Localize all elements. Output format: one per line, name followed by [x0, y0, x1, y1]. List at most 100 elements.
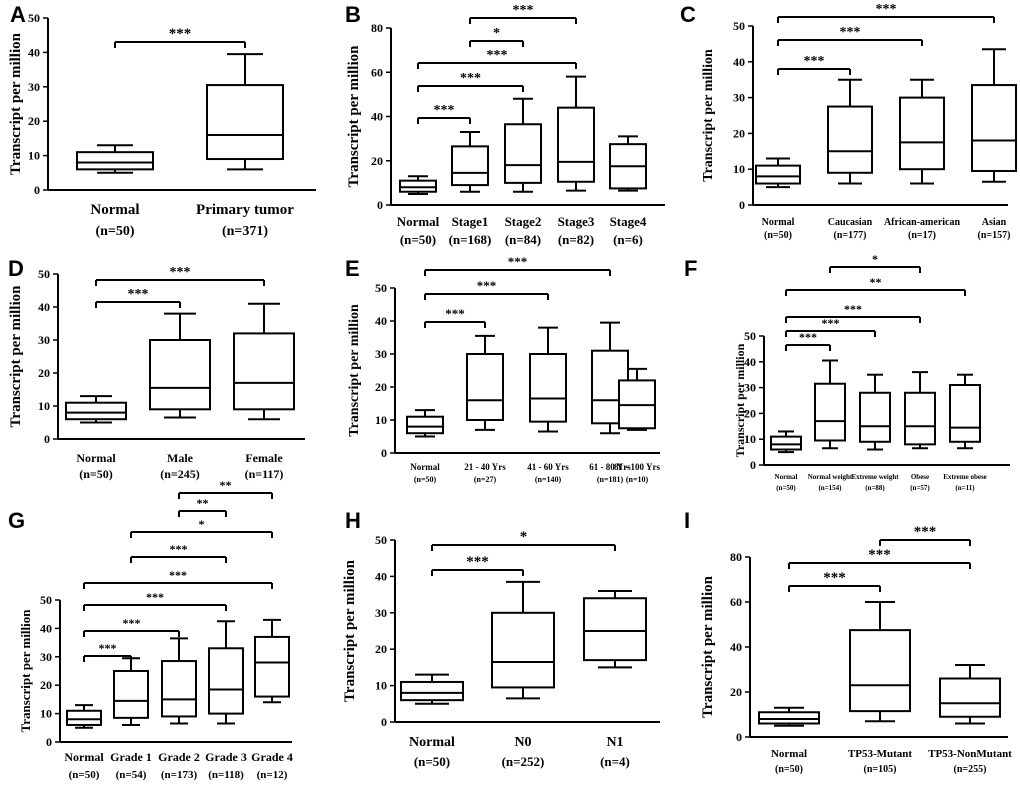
significance-label: ** — [197, 496, 209, 510]
significance-bracket: * — [829, 252, 921, 273]
panel-g: G 0 10 20 30 40 50 Transcript per million Normal… — [8, 478, 293, 781]
significance-label: *** — [169, 26, 192, 42]
sample-size-label: (n=54) — [116, 769, 147, 781]
category-label: 61 - 80 Yrs — [589, 462, 631, 472]
box-2 — [113, 657, 149, 726]
significance-bracket: *** — [114, 26, 246, 48]
significance-bracket: *** — [785, 330, 831, 351]
box-5 — [949, 373, 981, 450]
y-axis-label: Transcript per million — [8, 32, 24, 175]
sample-size-label: (n=27) — [474, 475, 497, 484]
significance-bracket: *** — [777, 25, 923, 46]
box-iqr — [827, 105, 873, 174]
significance-label: *** — [170, 542, 188, 556]
y-tick-label: 40 — [371, 110, 383, 124]
y-tick-label: 40 — [40, 621, 52, 635]
box-2 — [814, 359, 846, 450]
sample-size-label: (n=105) — [864, 764, 897, 775]
category-label: Obese — [911, 473, 929, 481]
y-tick-label: 30 — [375, 606, 387, 620]
box-iqr — [451, 145, 489, 187]
significance-bracket: *** — [788, 570, 881, 592]
box-iqr — [406, 415, 444, 435]
category-label: Normal — [762, 217, 795, 228]
box-5 — [609, 135, 647, 192]
y-tick-label: 20 — [38, 366, 50, 380]
sample-size-label: (n=82) — [558, 232, 594, 247]
significance-bracket: *** — [777, 2, 995, 23]
box-iqr — [770, 435, 802, 451]
box-2 — [466, 334, 504, 431]
y-tick-label: 40 — [733, 55, 745, 69]
significance-label: *** — [822, 316, 840, 330]
sample-size-label: (n=6) — [613, 232, 643, 247]
significance-bracket: *** — [130, 542, 227, 563]
box-2 — [206, 53, 284, 171]
y-tick-label: 80 — [371, 21, 383, 35]
y-tick-label: 10 — [744, 432, 756, 446]
box-1 — [755, 157, 801, 189]
significance-bracket: *** — [879, 524, 971, 546]
y-tick-label: 0 — [46, 735, 52, 749]
box-1 — [770, 430, 802, 454]
significance-label: *** — [434, 103, 455, 118]
y-tick-label: 20 — [733, 126, 745, 140]
category-label: 21 - 40 Yrs — [464, 462, 506, 472]
box-iqr — [971, 84, 1017, 172]
significance-bracket: ** — [178, 496, 227, 517]
y-tick-label: 10 — [38, 399, 50, 413]
significance-label: *** — [445, 306, 465, 321]
y-tick-label: 20 — [40, 678, 52, 692]
significance-bracket: * — [469, 26, 524, 47]
box-iqr — [76, 151, 154, 171]
box-iqr — [557, 106, 595, 183]
box-1 — [65, 395, 127, 424]
y-tick-label: 10 — [28, 149, 40, 163]
panel-d: D 0 10 20 30 40 50 Transcript per million Normal… — [8, 256, 305, 481]
significance-label: ** — [220, 478, 232, 492]
sample-size-label: (n=50) — [764, 230, 792, 241]
y-tick-label: 50 — [40, 593, 52, 607]
box-iqr — [529, 353, 567, 423]
y-tick-label: 30 — [38, 333, 50, 347]
sample-size-label: (n=255) — [954, 764, 987, 775]
y-tick-label: 40 — [375, 314, 387, 328]
significance-label: *** — [804, 54, 825, 69]
category-label: Extreme weight — [851, 473, 899, 481]
significance-label: * — [493, 26, 500, 41]
y-tick-label: 0 — [377, 198, 383, 212]
sample-size-label: (n=50) — [400, 232, 436, 247]
box-iqr — [758, 711, 820, 725]
category-label: Extreme obese — [943, 473, 987, 481]
category-label: African-american — [884, 217, 961, 228]
y-tick-label: 0 — [736, 730, 742, 744]
y-axis-label: Transcript per million — [18, 609, 33, 733]
box-iqr — [399, 179, 437, 193]
significance-bracket: *** — [777, 54, 851, 75]
y-tick-label: 50 — [38, 267, 50, 281]
significance-label: *** — [146, 590, 164, 604]
significance-bracket: *** — [95, 287, 181, 308]
panel-label: C — [680, 2, 696, 27]
category-label: N0 — [514, 735, 531, 750]
box-2 — [849, 601, 911, 723]
category-label: Caucasian — [828, 217, 873, 228]
category-label: Female — [245, 451, 283, 465]
box-3 — [161, 637, 197, 725]
sample-size-label: (n=118) — [208, 769, 244, 781]
box-1 — [399, 175, 437, 195]
panel-h: H 0 10 20 30 40 50 Transcript per million Normal… — [342, 508, 660, 769]
box-iqr — [208, 647, 244, 715]
sample-size-label: (n=4) — [600, 754, 630, 769]
box-1 — [76, 144, 154, 174]
y-tick-label: 0 — [750, 458, 756, 472]
box-5 — [618, 367, 656, 431]
box-1 — [66, 704, 102, 729]
box-3 — [859, 373, 891, 451]
sample-size-label: (n=140) — [535, 475, 562, 484]
category-label: Normal — [76, 451, 116, 465]
y-axis-label: Transcript per million — [733, 343, 747, 457]
significance-label: *** — [799, 330, 817, 344]
box-2 — [491, 580, 555, 700]
sample-size-label: (n=50) — [414, 754, 450, 769]
